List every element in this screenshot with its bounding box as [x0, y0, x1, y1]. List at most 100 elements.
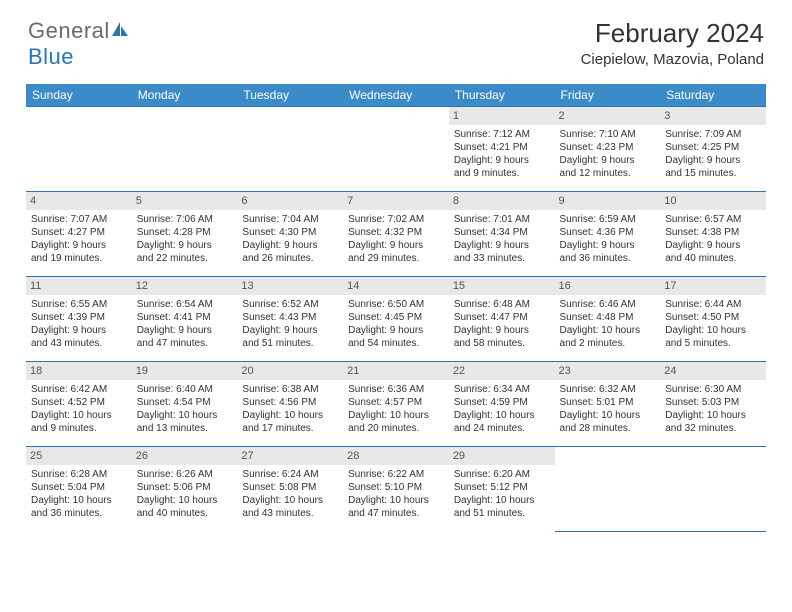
day-number: 13: [237, 277, 343, 295]
daylight-line-1: Daylight: 10 hours: [31, 494, 127, 507]
sunrise-line: Sunrise: 7:06 AM: [137, 213, 233, 226]
calendar-week-row: 25Sunrise: 6:28 AMSunset: 5:04 PMDayligh…: [26, 447, 766, 532]
day-number: 1: [449, 107, 555, 125]
day-number: 17: [660, 277, 766, 295]
daylight-line-2: and 26 minutes.: [242, 252, 338, 265]
day-header: Saturday: [660, 84, 766, 107]
sunrise-line: Sunrise: 6:52 AM: [242, 298, 338, 311]
sunrise-line: Sunrise: 6:30 AM: [665, 383, 761, 396]
sunrise-line: Sunrise: 7:04 AM: [242, 213, 338, 226]
sunrise-line: Sunrise: 6:55 AM: [31, 298, 127, 311]
calendar-day-cell: 2Sunrise: 7:10 AMSunset: 4:23 PMDaylight…: [555, 107, 661, 192]
daylight-line-1: Daylight: 10 hours: [348, 494, 444, 507]
daylight-line-2: and 20 minutes.: [348, 422, 444, 435]
day-header: Tuesday: [237, 84, 343, 107]
sunrise-line: Sunrise: 6:32 AM: [560, 383, 656, 396]
daylight-line-2: and 32 minutes.: [665, 422, 761, 435]
daylight-line-2: and 51 minutes.: [242, 337, 338, 350]
day-number: 18: [26, 362, 132, 380]
calendar-empty-cell: [660, 447, 766, 532]
daylight-line-2: and 51 minutes.: [454, 507, 550, 520]
daylight-line-1: Daylight: 9 hours: [31, 239, 127, 252]
daylight-line-1: Daylight: 10 hours: [454, 409, 550, 422]
sunset-line: Sunset: 4:25 PM: [665, 141, 761, 154]
sunset-line: Sunset: 4:23 PM: [560, 141, 656, 154]
daylight-line-1: Daylight: 9 hours: [560, 239, 656, 252]
calendar-day-cell: 5Sunrise: 7:06 AMSunset: 4:28 PMDaylight…: [132, 192, 238, 277]
sunset-line: Sunset: 4:27 PM: [31, 226, 127, 239]
daylight-line-2: and 17 minutes.: [242, 422, 338, 435]
daylight-line-1: Daylight: 10 hours: [242, 409, 338, 422]
calendar-body: 1Sunrise: 7:12 AMSunset: 4:21 PMDaylight…: [26, 107, 766, 532]
daylight-line-1: Daylight: 10 hours: [348, 409, 444, 422]
calendar-day-cell: 17Sunrise: 6:44 AMSunset: 4:50 PMDayligh…: [660, 277, 766, 362]
calendar-day-cell: 10Sunrise: 6:57 AMSunset: 4:38 PMDayligh…: [660, 192, 766, 277]
daylight-line-1: Daylight: 10 hours: [242, 494, 338, 507]
calendar-empty-cell: [237, 107, 343, 192]
day-number: 27: [237, 447, 343, 465]
calendar-day-cell: 16Sunrise: 6:46 AMSunset: 4:48 PMDayligh…: [555, 277, 661, 362]
sunset-line: Sunset: 5:04 PM: [31, 481, 127, 494]
calendar-day-cell: 23Sunrise: 6:32 AMSunset: 5:01 PMDayligh…: [555, 362, 661, 447]
day-number: 8: [449, 192, 555, 210]
calendar-empty-cell: [555, 447, 661, 532]
daylight-line-1: Daylight: 9 hours: [137, 239, 233, 252]
title-block: February 2024 Ciepielow, Mazovia, Poland: [581, 18, 764, 68]
day-number: 23: [555, 362, 661, 380]
sunset-line: Sunset: 4:59 PM: [454, 396, 550, 409]
daylight-line-2: and 9 minutes.: [31, 422, 127, 435]
sunset-line: Sunset: 4:32 PM: [348, 226, 444, 239]
calendar-day-cell: 13Sunrise: 6:52 AMSunset: 4:43 PMDayligh…: [237, 277, 343, 362]
sunrise-line: Sunrise: 6:34 AM: [454, 383, 550, 396]
day-number: 16: [555, 277, 661, 295]
daylight-line-2: and 2 minutes.: [560, 337, 656, 350]
day-number: 12: [132, 277, 238, 295]
logo: General Blue: [28, 18, 130, 70]
daylight-line-1: Daylight: 9 hours: [454, 324, 550, 337]
sunset-line: Sunset: 4:36 PM: [560, 226, 656, 239]
daylight-line-2: and 33 minutes.: [454, 252, 550, 265]
day-number: 19: [132, 362, 238, 380]
daylight-line-1: Daylight: 9 hours: [665, 239, 761, 252]
day-number: 24: [660, 362, 766, 380]
daylight-line-1: Daylight: 10 hours: [137, 409, 233, 422]
logo-word-1: General: [28, 18, 110, 43]
daylight-line-2: and 9 minutes.: [454, 167, 550, 180]
sunrise-line: Sunrise: 6:26 AM: [137, 468, 233, 481]
sunrise-line: Sunrise: 6:54 AM: [137, 298, 233, 311]
daylight-line-2: and 43 minutes.: [242, 507, 338, 520]
calendar-day-cell: 8Sunrise: 7:01 AMSunset: 4:34 PMDaylight…: [449, 192, 555, 277]
calendar-day-cell: 26Sunrise: 6:26 AMSunset: 5:06 PMDayligh…: [132, 447, 238, 532]
day-number: 11: [26, 277, 132, 295]
daylight-line-1: Daylight: 10 hours: [454, 494, 550, 507]
daylight-line-1: Daylight: 9 hours: [137, 324, 233, 337]
calendar-day-cell: 24Sunrise: 6:30 AMSunset: 5:03 PMDayligh…: [660, 362, 766, 447]
daylight-line-2: and 47 minutes.: [348, 507, 444, 520]
calendar-day-cell: 22Sunrise: 6:34 AMSunset: 4:59 PMDayligh…: [449, 362, 555, 447]
sunrise-line: Sunrise: 7:09 AM: [665, 128, 761, 141]
sunrise-line: Sunrise: 6:28 AM: [31, 468, 127, 481]
sunrise-line: Sunrise: 7:12 AM: [454, 128, 550, 141]
logo-word-2: Blue: [28, 44, 74, 69]
daylight-line-1: Daylight: 10 hours: [137, 494, 233, 507]
daylight-line-2: and 12 minutes.: [560, 167, 656, 180]
calendar-week-row: 18Sunrise: 6:42 AMSunset: 4:52 PMDayligh…: [26, 362, 766, 447]
sunrise-line: Sunrise: 6:24 AM: [242, 468, 338, 481]
daylight-line-2: and 15 minutes.: [665, 167, 761, 180]
day-number: 20: [237, 362, 343, 380]
calendar-week-row: 11Sunrise: 6:55 AMSunset: 4:39 PMDayligh…: [26, 277, 766, 362]
daylight-line-1: Daylight: 10 hours: [665, 409, 761, 422]
daylight-line-2: and 28 minutes.: [560, 422, 656, 435]
daylight-line-2: and 40 minutes.: [665, 252, 761, 265]
day-number: 2: [555, 107, 661, 125]
sunrise-line: Sunrise: 6:59 AM: [560, 213, 656, 226]
sunrise-line: Sunrise: 7:02 AM: [348, 213, 444, 226]
location: Ciepielow, Mazovia, Poland: [581, 51, 764, 68]
calendar-day-cell: 1Sunrise: 7:12 AMSunset: 4:21 PMDaylight…: [449, 107, 555, 192]
day-number: 10: [660, 192, 766, 210]
day-number: 29: [449, 447, 555, 465]
day-number: 25: [26, 447, 132, 465]
daylight-line-2: and 22 minutes.: [137, 252, 233, 265]
day-number: 21: [343, 362, 449, 380]
sunset-line: Sunset: 4:56 PM: [242, 396, 338, 409]
